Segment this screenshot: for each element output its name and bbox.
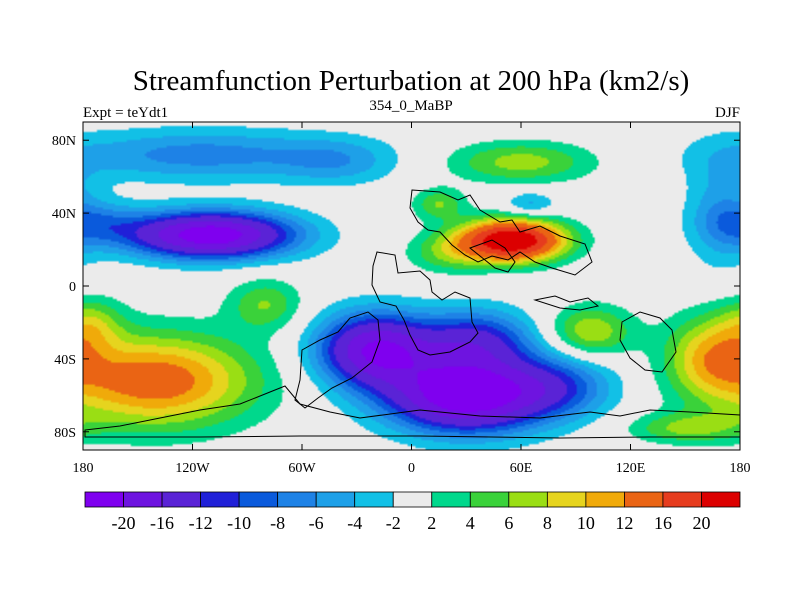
y-tick-label: 40N [52, 207, 76, 222]
colorbar-swatch [123, 491, 163, 508]
colorbar-label: 6 [504, 513, 513, 533]
colorbar-swatch [315, 491, 356, 508]
colorbar-label: 10 [577, 513, 595, 533]
x-tick-label: 60E [510, 461, 533, 476]
colorbar-swatch [392, 491, 433, 508]
colorbar: -20 -16 -12 -10 -8 -6 -4 -2 2 4 6 8 10 12 16 20 [84, 491, 741, 533]
x-tick-label: 180 [73, 461, 94, 476]
chart-title: Streamfunction Perturbation at 200 hPa (… [133, 65, 690, 97]
colorbar-label: -4 [347, 513, 362, 533]
colorbar-label: -6 [309, 513, 324, 533]
coastline-arabia [468, 239, 516, 273]
coastline-maritime [533, 295, 600, 311]
colorbar-swatch [624, 491, 664, 508]
x-tick-label: 120W [175, 461, 210, 476]
colorbar-label: 2 [427, 513, 436, 533]
colorbar-label: 8 [543, 513, 552, 533]
subtitle-center: 354_0_MaBP [369, 98, 452, 114]
colorbar-label: -12 [189, 513, 213, 533]
coastline-australia [619, 311, 677, 373]
colorbar-swatch [469, 491, 510, 508]
x-tick-label: 0 [408, 461, 415, 476]
x-axis: 180 120W 60W 0 60E 120E 180 [73, 122, 751, 476]
colorbar-swatch [662, 491, 702, 508]
subtitle-left: Expt = teYdt1 [83, 105, 168, 121]
x-tick-label: 60W [288, 461, 316, 476]
colorbar-swatch [546, 491, 587, 508]
y-tick-label: 40S [54, 353, 76, 368]
colorbar-swatch [84, 491, 124, 508]
plot-area: 180 120W 60W 0 60E 120E 180 80N 40N 0 40S 80S [52, 121, 751, 476]
streamfunction-field [83, 122, 740, 450]
colorbar-swatch [161, 491, 201, 508]
colorbar-swatch [238, 491, 279, 508]
y-axis: 80N 40N 0 40S 80S [52, 134, 740, 441]
colorbar-label: -2 [386, 513, 401, 533]
colorbar-label: -10 [227, 513, 251, 533]
coastline-antarctica [84, 385, 741, 439]
colorbar-label: 20 [692, 513, 710, 533]
colorbar-label: 16 [654, 513, 672, 533]
colorbar-label: 12 [615, 513, 633, 533]
colorbar-swatch [354, 491, 394, 508]
colorbar-swatch [431, 491, 471, 508]
y-tick-label: 0 [69, 280, 76, 295]
colorbar-swatch [585, 491, 625, 508]
colorbar-label: -16 [150, 513, 174, 533]
subtitle-right: DJF [715, 105, 740, 121]
coastline-eurasia [409, 189, 593, 276]
colorbar-label: -20 [112, 513, 136, 533]
x-tick-label: 120E [616, 461, 646, 476]
colorbar-label: 4 [466, 513, 475, 533]
y-tick-label: 80S [54, 426, 76, 441]
colorbar-label: -8 [270, 513, 285, 533]
coastlines [84, 189, 741, 439]
colorbar-swatch [508, 491, 548, 508]
y-tick-label: 80N [52, 134, 76, 149]
colorbar-swatch [200, 491, 240, 508]
colorbar-swatch [701, 491, 741, 508]
coastline-africa [371, 251, 479, 356]
colorbar-swatch [277, 491, 317, 508]
x-tick-label: 180 [730, 461, 751, 476]
